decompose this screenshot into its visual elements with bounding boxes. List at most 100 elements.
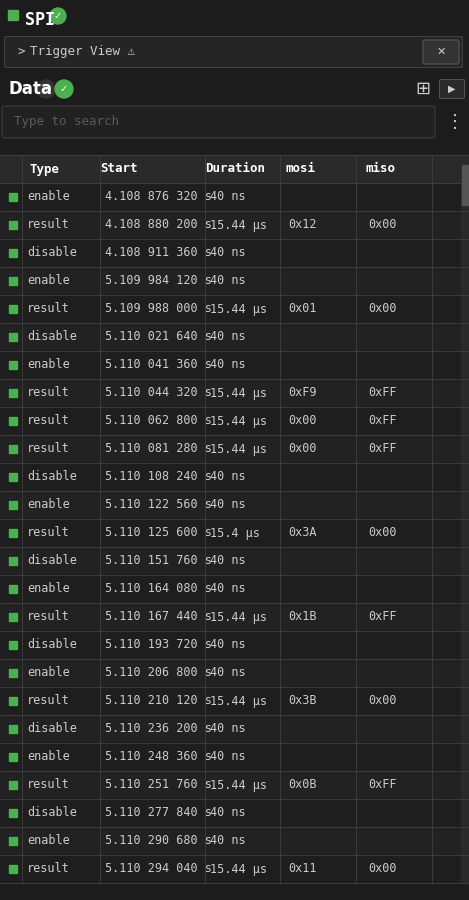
Text: 15.44 μs: 15.44 μs bbox=[210, 302, 267, 316]
Text: 0x0B: 0x0B bbox=[288, 778, 317, 791]
Bar bbox=[9, 557, 17, 565]
Text: ?: ? bbox=[43, 84, 49, 94]
Text: result: result bbox=[27, 302, 70, 316]
Bar bbox=[9, 669, 17, 677]
Text: 15.44 μs: 15.44 μs bbox=[210, 610, 267, 624]
Bar bbox=[9, 641, 17, 649]
Text: 5.110 236 200 s: 5.110 236 200 s bbox=[105, 723, 212, 735]
Text: Start: Start bbox=[100, 163, 137, 176]
Text: Data: Data bbox=[8, 80, 52, 98]
Text: 4.108 880 200 s: 4.108 880 200 s bbox=[105, 219, 212, 231]
Text: enable: enable bbox=[27, 582, 70, 596]
Text: ✓: ✓ bbox=[60, 84, 68, 94]
Text: 0x1B: 0x1B bbox=[288, 610, 317, 624]
Text: ▶: ▶ bbox=[448, 84, 456, 94]
Bar bbox=[0, 267, 469, 295]
Text: result: result bbox=[27, 610, 70, 624]
Bar bbox=[9, 809, 17, 817]
Text: result: result bbox=[27, 778, 70, 791]
Text: 0x01: 0x01 bbox=[288, 302, 317, 316]
FancyBboxPatch shape bbox=[439, 79, 464, 98]
Text: enable: enable bbox=[27, 191, 70, 203]
Text: 40 ns: 40 ns bbox=[210, 358, 246, 372]
Bar bbox=[0, 715, 469, 743]
Text: 0xFF: 0xFF bbox=[368, 386, 396, 400]
Text: 40 ns: 40 ns bbox=[210, 247, 246, 259]
Text: 5.110 125 600 s: 5.110 125 600 s bbox=[105, 526, 212, 539]
Text: 5.110 167 440 s: 5.110 167 440 s bbox=[105, 610, 212, 624]
Text: result: result bbox=[27, 415, 70, 428]
FancyBboxPatch shape bbox=[423, 40, 459, 64]
Bar bbox=[9, 361, 17, 369]
Bar bbox=[6, 38, 461, 66]
Text: SPI: SPI bbox=[25, 11, 55, 29]
Text: 0x00: 0x00 bbox=[368, 695, 396, 707]
Bar bbox=[0, 183, 469, 211]
Text: 5.110 041 360 s: 5.110 041 360 s bbox=[105, 358, 212, 372]
Text: disable: disable bbox=[27, 806, 77, 820]
Bar bbox=[0, 491, 469, 519]
Bar bbox=[0, 631, 469, 659]
Text: 40 ns: 40 ns bbox=[210, 582, 246, 596]
Bar bbox=[9, 781, 17, 789]
Text: 40 ns: 40 ns bbox=[210, 751, 246, 763]
Text: mosi: mosi bbox=[285, 163, 315, 176]
FancyBboxPatch shape bbox=[5, 37, 462, 68]
Bar bbox=[9, 865, 17, 873]
Text: 5.110 062 800 s: 5.110 062 800 s bbox=[105, 415, 212, 428]
Bar bbox=[0, 519, 469, 547]
Text: Type: Type bbox=[30, 163, 60, 176]
Text: result: result bbox=[27, 386, 70, 400]
Text: 5.110 277 840 s: 5.110 277 840 s bbox=[105, 806, 212, 820]
Text: 0x00: 0x00 bbox=[368, 526, 396, 539]
Text: Trigger View ⚠: Trigger View ⚠ bbox=[30, 46, 135, 58]
Text: 15.44 μs: 15.44 μs bbox=[210, 778, 267, 791]
Text: disable: disable bbox=[27, 330, 77, 344]
Text: 5.110 251 760 s: 5.110 251 760 s bbox=[105, 778, 212, 791]
Text: miso: miso bbox=[365, 163, 395, 176]
Text: 15.44 μs: 15.44 μs bbox=[210, 386, 267, 400]
Text: 5.110 151 760 s: 5.110 151 760 s bbox=[105, 554, 212, 568]
Text: 40 ns: 40 ns bbox=[210, 638, 246, 652]
Text: 5.110 081 280 s: 5.110 081 280 s bbox=[105, 443, 212, 455]
Bar bbox=[9, 249, 17, 257]
Bar bbox=[0, 575, 469, 603]
Text: 0x11: 0x11 bbox=[288, 862, 317, 876]
Bar bbox=[9, 417, 17, 425]
Circle shape bbox=[37, 80, 55, 98]
Text: 5.110 044 320 s: 5.110 044 320 s bbox=[105, 386, 212, 400]
Text: 15.44 μs: 15.44 μs bbox=[210, 219, 267, 231]
Bar bbox=[0, 799, 469, 827]
Text: 15.44 μs: 15.44 μs bbox=[210, 415, 267, 428]
Bar bbox=[9, 613, 17, 621]
Bar bbox=[9, 697, 17, 705]
Bar bbox=[0, 603, 469, 631]
Text: 0xFF: 0xFF bbox=[368, 778, 396, 791]
Text: 0xFF: 0xFF bbox=[368, 415, 396, 428]
Text: 15.44 μs: 15.44 μs bbox=[210, 443, 267, 455]
Text: disable: disable bbox=[27, 471, 77, 483]
Text: 0xF9: 0xF9 bbox=[288, 386, 317, 400]
Text: result: result bbox=[27, 219, 70, 231]
Text: ✕: ✕ bbox=[436, 47, 446, 57]
Text: 40 ns: 40 ns bbox=[210, 806, 246, 820]
Text: result: result bbox=[27, 695, 70, 707]
Circle shape bbox=[55, 80, 73, 98]
Text: result: result bbox=[27, 443, 70, 455]
Bar bbox=[0, 855, 469, 883]
Text: result: result bbox=[27, 862, 70, 876]
Bar bbox=[9, 585, 17, 593]
Text: disable: disable bbox=[27, 554, 77, 568]
Text: 5.110 108 240 s: 5.110 108 240 s bbox=[105, 471, 212, 483]
Bar bbox=[0, 155, 469, 183]
Bar bbox=[461, 155, 469, 883]
Bar bbox=[9, 277, 17, 285]
Text: disable: disable bbox=[27, 723, 77, 735]
Text: 0xFF: 0xFF bbox=[368, 610, 396, 624]
Bar bbox=[0, 295, 469, 323]
Bar bbox=[0, 771, 469, 799]
Text: 40 ns: 40 ns bbox=[210, 834, 246, 848]
Text: 15.4 μs: 15.4 μs bbox=[210, 526, 260, 539]
Bar bbox=[9, 753, 17, 761]
Text: 0x3B: 0x3B bbox=[288, 695, 317, 707]
